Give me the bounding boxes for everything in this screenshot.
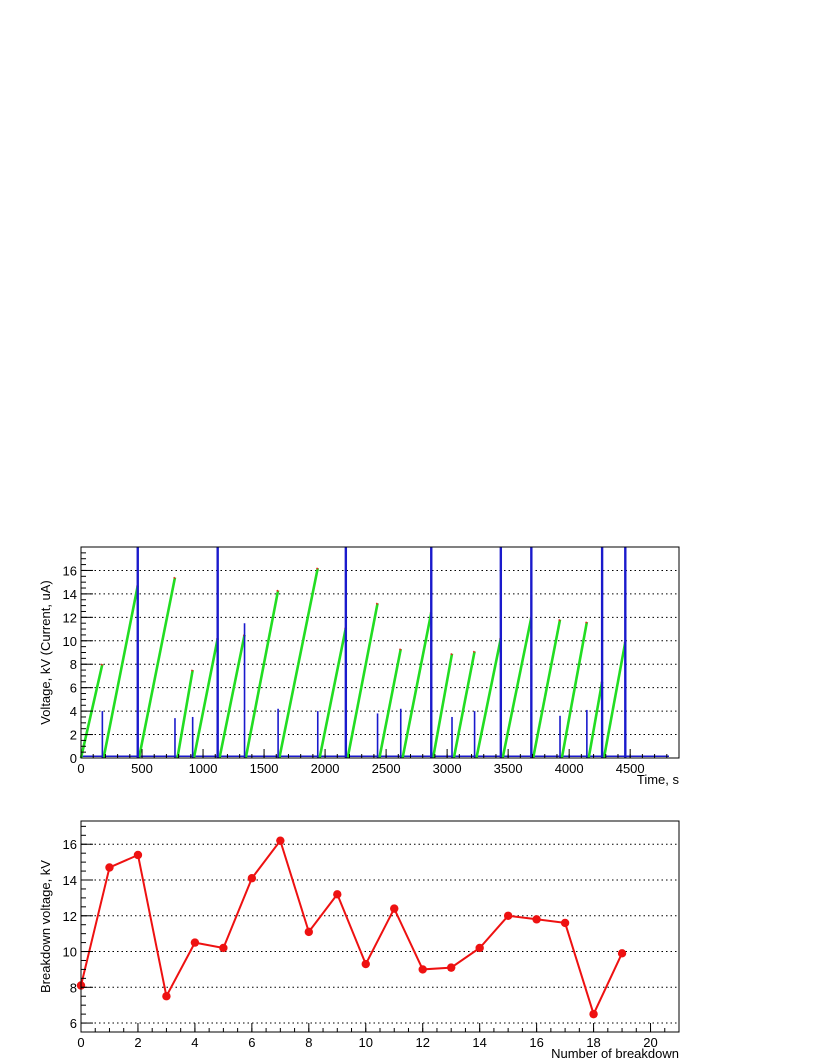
x-tick-label: 3500	[494, 761, 523, 776]
x-tick-label: 500	[131, 761, 153, 776]
x-tick-label: 10	[359, 1035, 373, 1050]
data-point	[333, 890, 342, 899]
voltage-ramp	[452, 651, 476, 759]
voltage-peak-mark	[558, 618, 561, 622]
voltage-ramp	[602, 641, 627, 759]
y-tick-label: 2	[70, 728, 77, 743]
y-tick-label: 8	[70, 657, 77, 672]
data-point	[304, 927, 314, 937]
x-tick-label: 16	[529, 1035, 543, 1050]
voltage-ramp	[475, 638, 503, 759]
y-tick-label: 6	[70, 1016, 77, 1031]
x-tick-label: 20	[643, 1035, 657, 1050]
voltage-peak-mark	[100, 663, 104, 666]
data-point	[276, 836, 285, 845]
voltage-peak-mark	[450, 652, 453, 656]
voltage-peak-mark	[316, 567, 319, 570]
data-point	[219, 943, 228, 953]
x-tick-label: 1500	[250, 761, 279, 776]
y-tick-label: 4	[70, 704, 77, 719]
y-axis-label: Breakdown voltage, kV	[38, 860, 53, 993]
data-point	[361, 959, 370, 969]
voltage-peak-mark	[190, 669, 194, 672]
data-point	[503, 911, 513, 920]
y-tick-label: 14	[63, 873, 77, 888]
voltage-peak-mark	[375, 602, 379, 605]
x-tick-label: 4000	[555, 761, 584, 776]
voltage-ramp	[401, 612, 433, 759]
voltage-ramp	[102, 585, 140, 759]
y-tick-label: 8	[70, 980, 77, 995]
x-tick-label: 1000	[189, 761, 218, 776]
y-tick-label: 12	[63, 909, 77, 924]
x-tick-label: 14	[472, 1035, 486, 1050]
data-point	[247, 874, 257, 883]
y-tick-label: 16	[63, 563, 77, 578]
data-point	[190, 938, 200, 947]
voltage-ramp	[137, 577, 177, 759]
voltage-peak-mark	[585, 621, 588, 624]
x-tick-label: 0	[77, 761, 84, 776]
voltage-ramp	[431, 653, 454, 759]
x-tick-label: 4	[191, 1035, 198, 1050]
voltage-ramp	[378, 648, 403, 759]
data-point	[133, 850, 143, 860]
voltage-ramp	[587, 681, 604, 759]
data-point	[162, 992, 171, 1001]
data-point	[560, 918, 570, 928]
voltage-ramp	[531, 619, 562, 759]
voltage-ramp	[244, 590, 280, 759]
breakdown-voltage-chart: 0 2 4 6 8 10 12 14 16 18 20 6 8 10 12 14 16 Number of bre…	[38, 820, 680, 1061]
voltage-ramp	[560, 621, 589, 759]
x-tick-label: 2000	[311, 761, 340, 776]
y-tick-label: 10	[63, 634, 77, 649]
y-tick-label: 0	[70, 751, 77, 766]
y-tick-label: 10	[63, 945, 77, 960]
voltage-ramp	[346, 603, 379, 759]
data-point	[390, 904, 399, 913]
x-tick-label: 3000	[433, 761, 462, 776]
x-tick-label: 2	[134, 1035, 141, 1050]
x-tick-label: 4500	[616, 761, 645, 776]
voltage-ramp	[501, 617, 533, 759]
x-tick-label: 0	[77, 1035, 84, 1050]
voltage-peak-mark	[173, 576, 176, 580]
plot-frame	[80, 546, 680, 759]
data-point	[105, 863, 114, 872]
x-axis-label: Number of breakdown	[551, 1046, 679, 1061]
x-tick-label: 2500	[372, 761, 401, 776]
y-axis-label: Voltage, kV (Current, uA)	[38, 580, 53, 725]
voltage-ramp	[318, 627, 348, 759]
voltage-ramp	[176, 669, 194, 759]
data-point	[589, 1009, 598, 1019]
data-point	[418, 965, 427, 974]
data-point	[532, 915, 541, 924]
breakdown-series-line	[80, 838, 623, 1017]
y-tick-label: 12	[63, 610, 77, 625]
voltage-ramp	[278, 567, 320, 759]
x-tick-label: 12	[415, 1035, 429, 1050]
data-point	[617, 949, 627, 958]
x-axis-label: Time, s	[637, 772, 680, 787]
x-tick-label: 8	[305, 1035, 312, 1050]
y-tick-label: 6	[70, 681, 77, 696]
y-tick-label: 14	[63, 587, 77, 602]
x-tick-label: 18	[586, 1035, 600, 1050]
voltage-time-chart: 0 500 1000 1500 2000 2500 3000 3500 4000 4500 0 2 4 6…	[38, 546, 680, 787]
data-point	[446, 963, 456, 972]
x-tick-label: 6	[248, 1035, 255, 1050]
voltage-ramp	[192, 638, 219, 759]
voltage-peak-mark	[472, 650, 476, 654]
voltage-peak-mark	[276, 589, 279, 593]
y-tick-label: 16	[63, 837, 77, 852]
data-point	[475, 943, 484, 953]
voltage-ramp	[218, 634, 246, 759]
voltage-peak-mark	[399, 648, 402, 651]
